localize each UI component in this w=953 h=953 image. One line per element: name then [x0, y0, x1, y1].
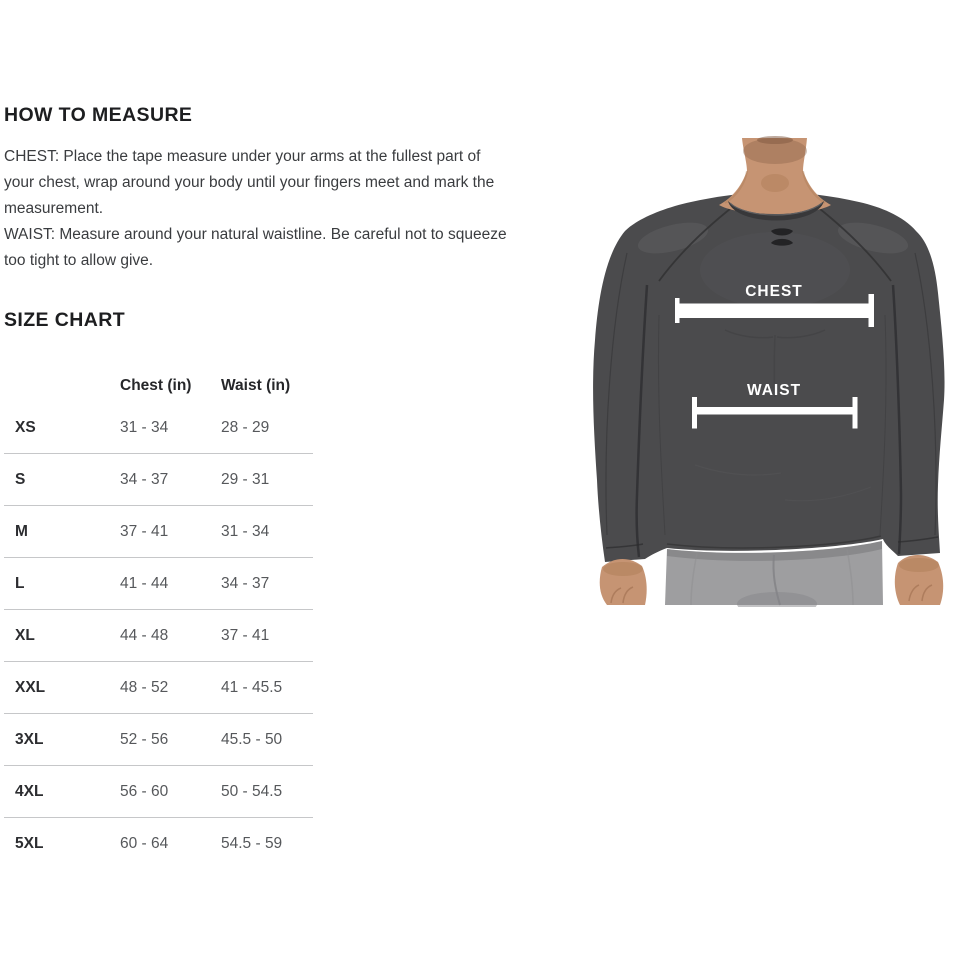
compression-shorts — [665, 541, 883, 607]
waist-cell: 50 - 54.5 — [221, 782, 283, 800]
model-left-fist — [599, 558, 647, 605]
chest-cell: 48 - 52 — [120, 678, 169, 696]
waist-cell: 34 - 37 — [221, 574, 270, 592]
table-row: 5XL 60 - 64 54.5 - 59 — [4, 818, 313, 869]
under-armour-logo-icon — [771, 228, 793, 246]
waist-column-header: Waist (in) — [221, 377, 291, 394]
table-header-row: Chest (in) Waist (in) — [4, 370, 313, 402]
compression-shirt — [593, 192, 945, 562]
waist-cell: 45.5 - 50 — [221, 730, 283, 748]
waist-measurement-label: WAIST — [747, 382, 801, 399]
chest-column-header: Chest (in) — [120, 377, 192, 394]
size-cell: M — [15, 522, 28, 540]
size-cell: XXL — [15, 678, 46, 696]
waist-cell: 28 - 29 — [221, 418, 270, 436]
chest-measurement-label: CHEST — [745, 283, 803, 300]
table-row: 4XL 56 - 60 50 - 54.5 — [4, 766, 313, 818]
chest-cell: 37 - 41 — [120, 522, 169, 540]
model-photo: CHEST WAIST — [585, 135, 953, 607]
chest-cell: 56 - 60 — [120, 782, 169, 800]
chest-measurement-bar — [675, 294, 874, 327]
model-neck — [719, 136, 831, 214]
chest-cell: 31 - 34 — [120, 418, 169, 436]
waist-cell: 54.5 - 59 — [221, 834, 283, 852]
waist-measurement-bar — [692, 397, 858, 429]
size-cell: XS — [15, 418, 36, 436]
model-figure: CHEST WAIST — [593, 136, 945, 607]
chest-cell: 44 - 48 — [120, 626, 169, 644]
how-to-measure-title: HOW TO MEASURE — [4, 104, 193, 126]
waist-cell: 31 - 34 — [221, 522, 270, 540]
chest-cell: 60 - 64 — [120, 834, 169, 852]
chest-instructions: CHEST: Place the tape measure under your… — [4, 148, 495, 217]
table-row: L 41 - 44 34 - 37 — [4, 558, 313, 610]
shirt-collar — [728, 201, 824, 221]
size-cell: S — [15, 470, 26, 488]
waist-cell: 41 - 45.5 — [221, 678, 283, 696]
waist-instructions: WAIST: Measure around your natural waist… — [4, 226, 507, 269]
table-row: S 34 - 37 29 - 31 — [4, 454, 313, 506]
size-chart-title: SIZE CHART — [4, 309, 125, 331]
size-cell: 4XL — [15, 782, 44, 800]
size-cell: L — [15, 574, 25, 592]
table-row: XL 44 - 48 37 - 41 — [4, 610, 313, 662]
table-row: M 37 - 41 31 - 34 — [4, 506, 313, 558]
size-cell: XL — [15, 626, 35, 644]
chest-cell: 41 - 44 — [120, 574, 169, 592]
waist-cell: 29 - 31 — [221, 470, 270, 488]
measure-instructions: CHEST: Place the tape measure under your… — [4, 144, 508, 274]
size-cell: 5XL — [15, 834, 44, 852]
table-row: 3XL 52 - 56 45.5 - 50 — [4, 714, 313, 766]
waist-cell: 37 - 41 — [221, 626, 270, 644]
chest-cell: 52 - 56 — [120, 730, 169, 748]
size-chart-table: Chest (in) Waist (in) XS 31 - 34 28 - 29… — [4, 370, 313, 869]
table-row: XS 31 - 34 28 - 29 — [4, 402, 313, 454]
chest-cell: 34 - 37 — [120, 470, 169, 488]
table-row: XXL 48 - 52 41 - 45.5 — [4, 662, 313, 714]
model-right-fist — [894, 554, 944, 605]
size-cell: 3XL — [15, 730, 44, 748]
